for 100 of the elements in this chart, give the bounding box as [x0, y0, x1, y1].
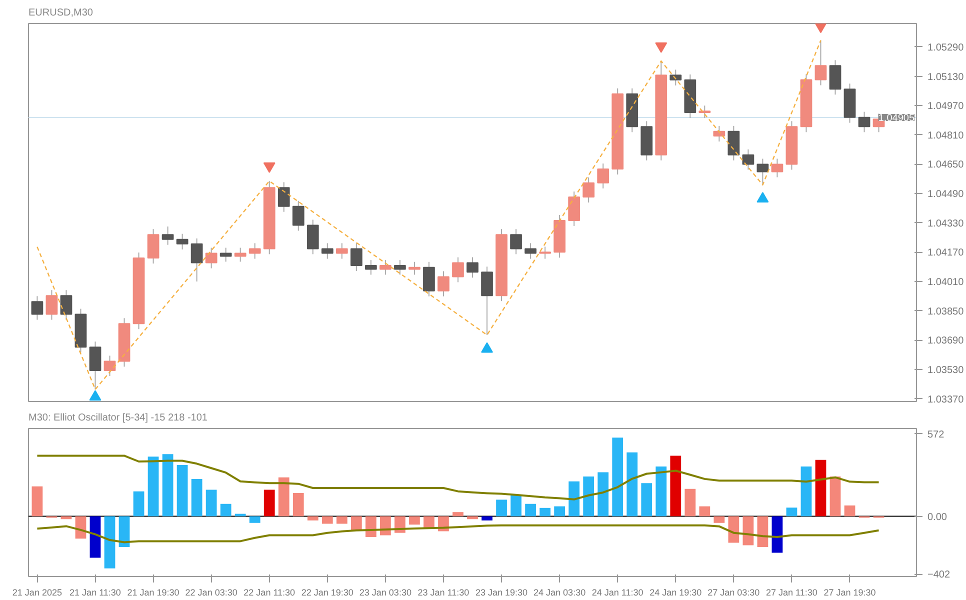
candlestick [481, 266, 493, 336]
bar [322, 516, 333, 524]
y-tick-label: 1.03530 [928, 364, 964, 376]
candlestick [60, 290, 72, 320]
candlestick [466, 256, 478, 278]
candlestick [176, 233, 188, 250]
candlestick [321, 242, 334, 260]
candlestick [728, 125, 740, 161]
y-tick-label: 1.04170 [928, 248, 964, 259]
bar [176, 464, 188, 516]
bar [641, 483, 652, 516]
line-series [36, 524, 880, 544]
x-tick-label: 22 Jan 19:30 [301, 588, 354, 598]
y-tick-label: −402 [928, 570, 950, 581]
candlestick [452, 256, 464, 283]
bar [554, 506, 565, 516]
candlestick [756, 158, 769, 186]
bar [90, 516, 101, 558]
candlestick [46, 290, 58, 320]
bar [350, 516, 362, 530]
chart-title: M30: Elliot Oscillator [5-34] -15 218 -101 [28, 412, 208, 424]
bar [510, 496, 522, 516]
bar [772, 516, 783, 553]
candlestick [104, 355, 116, 377]
candlestick [162, 226, 174, 246]
candlestick [858, 111, 870, 133]
candlestick [306, 219, 319, 255]
y-tick-label: 1.05290 [928, 42, 964, 54]
x-tick-label: 24 Jan 03:30 [534, 588, 586, 598]
bar [133, 491, 144, 516]
candlestick [771, 158, 784, 178]
y-tick-label: 1.03690 [928, 336, 964, 347]
candlestick [829, 60, 842, 96]
point [814, 24, 827, 34]
bar [409, 516, 420, 525]
bar [830, 476, 841, 516]
candlestick [278, 182, 290, 212]
bar [307, 516, 318, 520]
bar [148, 456, 159, 516]
point [481, 342, 494, 353]
candlestick [248, 242, 261, 260]
y-tick-label: 1.05130 [928, 72, 964, 83]
bar [684, 488, 696, 516]
candlestick [423, 261, 435, 297]
bar [757, 516, 768, 547]
x-tick-label: 27 Jan 19:30 [824, 588, 876, 598]
candlestick [190, 238, 203, 282]
y-tick-label: 1.04010 [928, 276, 964, 288]
candlestick [292, 200, 304, 232]
candlestick [698, 105, 711, 119]
x-tick-label: 27 Jan 03:30 [708, 588, 760, 598]
bar [162, 454, 174, 516]
candlestick [670, 69, 682, 86]
bar [800, 466, 812, 516]
candlestick [408, 261, 420, 276]
ref-line-label: 1.04905 [878, 112, 915, 124]
candlestick [234, 247, 246, 262]
y-tick-label: 1.04650 [928, 160, 964, 171]
x-tick-label: 23 Jan 03:30 [359, 588, 412, 598]
point [89, 390, 102, 401]
x-tick-label: 21 Jan 11:30 [70, 588, 121, 598]
candlestick [742, 148, 754, 170]
bar [714, 516, 725, 523]
x-tick-label: 22 Jan 03:30 [185, 588, 238, 598]
bar [32, 486, 43, 516]
bar [452, 512, 464, 516]
x-tick-label: 21 Jan 2025 [12, 588, 62, 598]
chart-title: EURUSD,M30 [28, 8, 94, 18]
candlestick [582, 176, 595, 204]
candlestick [220, 247, 232, 262]
candlestick [814, 40, 827, 86]
bar [191, 478, 202, 516]
x-tick-label: 21 Jan 19:30 [127, 588, 180, 598]
bar [206, 490, 217, 516]
x-tick-label: 23 Jan 19:30 [475, 588, 528, 598]
bar [118, 516, 130, 547]
y-tick-label: 1.04810 [928, 130, 964, 142]
bar [365, 516, 376, 538]
bar [626, 452, 638, 516]
bar [336, 516, 348, 524]
x-tick-label: 23 Jan 11:30 [418, 588, 470, 598]
candlestick [336, 242, 348, 260]
bar [844, 505, 856, 516]
candlestick [350, 242, 362, 272]
bar [496, 500, 507, 516]
y-tick-label: 1.04970 [928, 101, 964, 112]
bar [656, 466, 667, 516]
bar [670, 456, 682, 516]
bar [815, 460, 826, 516]
candlestick [539, 246, 551, 260]
candlestick [568, 191, 580, 226]
x-tick-label: 27 Jan 11:30 [766, 588, 818, 598]
y-tick-label: 0.00 [928, 512, 948, 523]
candlestick [438, 270, 450, 297]
bar [699, 506, 710, 516]
candlestick [147, 228, 160, 264]
bar [482, 516, 492, 520]
candlestick [380, 260, 392, 276]
bar [568, 481, 580, 516]
bar [525, 504, 536, 516]
